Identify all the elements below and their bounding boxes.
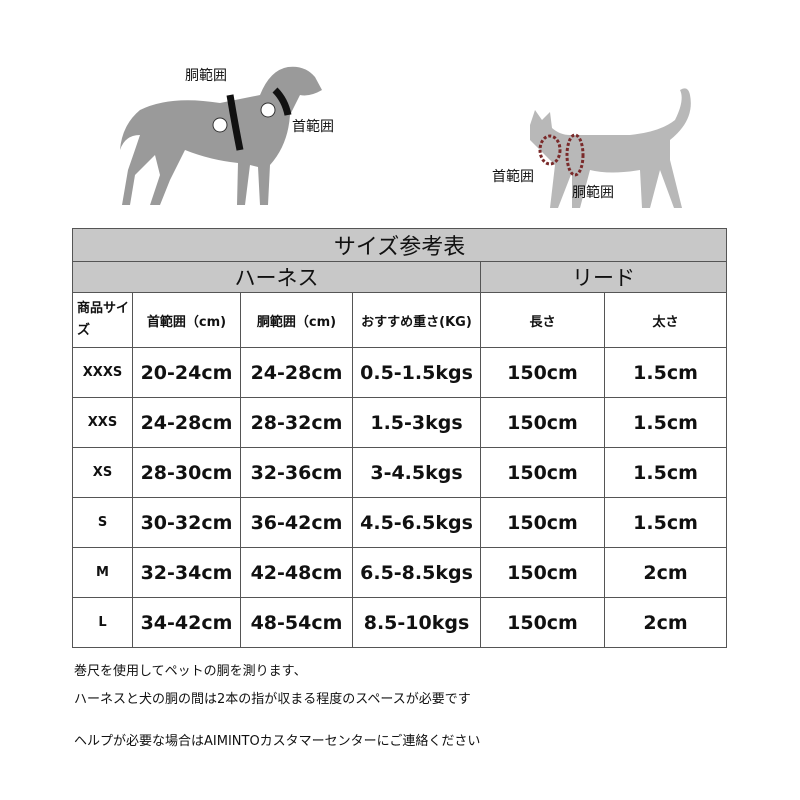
cell-neck: 30-32cm (132, 497, 241, 548)
header-width: 太さ (603, 292, 728, 348)
cell-width: 2cm (603, 597, 728, 648)
cell-weight: 1.5-3kgs (352, 397, 481, 448)
cat-illustration (530, 88, 691, 208)
cell-length: 150cm (480, 497, 605, 548)
header-chest: 胴範囲（cm) (240, 292, 353, 348)
cell-chest: 36-42cm (240, 497, 353, 548)
cell-weight: 8.5-10kgs (352, 597, 481, 648)
cell-weight: 3-4.5kgs (352, 447, 481, 498)
header-size: 商品サイズ (72, 292, 133, 348)
cell-width: 1.5cm (603, 397, 728, 448)
note-2: ハーネスと犬の胴の間は2本の指が収まる程度のスペースが必要です (74, 692, 471, 707)
header-length: 長さ (480, 292, 605, 348)
cell-neck: 20-24cm (132, 347, 241, 398)
cell-size: S (72, 497, 133, 548)
size-chart-table: サイズ参考表 ハーネス リード 商品サイズ 首範囲（cm) 胴範囲（cm) おすす… (71, 228, 728, 648)
cell-length: 150cm (480, 397, 605, 448)
cell-weight: 0.5-1.5kgs (352, 347, 481, 398)
cell-chest: 48-54cm (240, 597, 353, 648)
note-3: ヘルプが必要な場合はAIMINTOカスタマーセンターにご連絡ください (74, 734, 481, 749)
cell-neck: 32-34cm (132, 547, 241, 598)
dog-neck-label: 首範囲 (292, 119, 334, 135)
cell-chest: 32-36cm (240, 447, 353, 498)
cell-size: XXS (72, 397, 133, 448)
table-row: S 30-32cm 36-42cm 4.5-6.5kgs 150cm 1.5cm (72, 497, 728, 548)
cat-chest-label: 胴範囲 (572, 185, 614, 201)
cell-length: 150cm (480, 347, 605, 398)
cat-neck-label: 首範囲 (492, 169, 534, 185)
table-row: L 34-42cm 48-54cm 8.5-10kgs 150cm 2cm (72, 597, 728, 648)
cell-width: 1.5cm (603, 347, 728, 398)
cell-width: 1.5cm (603, 447, 728, 498)
table-title: サイズ参考表 (71, 228, 728, 262)
cell-neck: 28-30cm (132, 447, 241, 498)
table-row: M 32-34cm 42-48cm 6.5-8.5kgs 150cm 2cm (72, 547, 728, 598)
table-row: XXS 24-28cm 28-32cm 1.5-3kgs 150cm 1.5cm (72, 397, 728, 448)
table-row: XS 28-30cm 32-36cm 3-4.5kgs 150cm 1.5cm (72, 447, 728, 498)
dog-chest-label: 胴範囲 (185, 68, 227, 84)
table-row: XXXS 20-24cm 24-28cm 0.5-1.5kgs 150cm 1.5cm (72, 347, 728, 398)
cell-length: 150cm (480, 597, 605, 648)
cell-neck: 24-28cm (132, 397, 241, 448)
note-1: 巻尺を使用してペットの胴を測ります、 (74, 664, 307, 679)
cell-size: XS (72, 447, 133, 498)
cell-chest: 28-32cm (240, 397, 353, 448)
cell-width: 1.5cm (603, 497, 728, 548)
cell-chest: 24-28cm (240, 347, 353, 398)
header-neck: 首範囲（cm) (132, 292, 241, 348)
cell-chest: 42-48cm (240, 547, 353, 598)
header-weight: おすすめ重さ(KG) (352, 292, 481, 348)
dog-illustration (120, 66, 322, 205)
cell-neck: 34-42cm (132, 597, 241, 648)
cell-weight: 4.5-6.5kgs (352, 497, 481, 548)
cell-width: 2cm (603, 547, 728, 598)
group-leash: リード (479, 261, 728, 293)
cell-length: 150cm (480, 547, 605, 598)
group-harness: ハーネス (72, 261, 481, 293)
cell-weight: 6.5-8.5kgs (352, 547, 481, 598)
cell-size: M (72, 547, 133, 598)
cell-size: XXXS (72, 347, 133, 398)
cell-size: L (72, 597, 133, 648)
cell-length: 150cm (480, 447, 605, 498)
